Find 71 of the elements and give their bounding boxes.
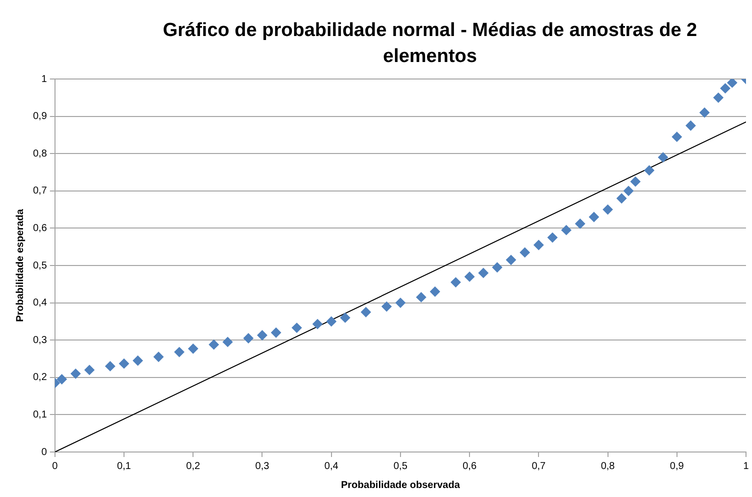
x-tick-label: 0,6 — [462, 460, 477, 472]
point — [119, 358, 130, 369]
point — [84, 364, 94, 375]
point — [658, 152, 668, 162]
point — [243, 333, 254, 344]
y-tick-label: 0,1 — [32, 409, 48, 420]
point — [534, 240, 544, 250]
y-tick-label: 0,4 — [32, 298, 48, 309]
y-axis-title: Probabilidade esperada — [14, 208, 26, 322]
chart-title: Gráfico de probabilidade normal - Médias de amostras de 2 elementos — [162, 19, 698, 69]
point — [727, 79, 738, 88]
point — [132, 356, 143, 366]
point — [416, 292, 426, 302]
point — [292, 322, 302, 333]
point — [56, 374, 67, 384]
point — [588, 212, 599, 222]
x-tick-label: 0,4 — [324, 460, 339, 472]
y-tick-label: 1 — [41, 74, 48, 85]
point — [360, 307, 371, 318]
point — [450, 277, 461, 288]
point — [686, 120, 696, 131]
point — [326, 316, 336, 326]
point — [616, 193, 627, 204]
point — [492, 262, 502, 272]
point — [644, 165, 654, 176]
x-tick-label: 0,5 — [394, 460, 408, 472]
y-tick-label: 0,5 — [32, 260, 48, 272]
y-tick-label: 0 — [41, 446, 48, 458]
point — [340, 312, 350, 323]
point — [520, 247, 530, 258]
point — [506, 254, 516, 265]
x-tick-label: 1 — [743, 460, 750, 472]
point — [547, 232, 558, 243]
point — [672, 132, 682, 142]
point — [720, 83, 730, 94]
point — [430, 286, 440, 297]
x-tick-label: 0 — [52, 460, 58, 472]
x-axis-title: Probabilidade observada — [340, 480, 460, 491]
point — [188, 344, 198, 354]
x-tick-label: 0,8 — [600, 460, 616, 472]
point — [561, 225, 572, 236]
y-tick-label: 0,8 — [32, 148, 48, 160]
point — [713, 92, 724, 103]
x-tick-label: 0,7 — [532, 460, 546, 472]
point — [271, 328, 282, 338]
point — [700, 108, 710, 118]
x-tick-label: 0,3 — [255, 460, 270, 472]
x-tick-label: 0,9 — [670, 460, 684, 472]
x-tick-label: 0,2 — [186, 460, 201, 472]
point — [395, 298, 406, 308]
point — [257, 330, 268, 340]
y-tick-label: 0,3 — [32, 334, 48, 346]
point — [602, 204, 613, 215]
y-tick-label: 0,9 — [32, 111, 48, 122]
point — [382, 302, 392, 312]
point — [208, 340, 219, 350]
point — [575, 218, 586, 229]
point — [630, 176, 640, 187]
x-tick-label: 0,1 — [117, 460, 132, 472]
point — [464, 272, 475, 282]
y-tick-label: 0,6 — [32, 222, 48, 234]
y-tick-label: 0,7 — [32, 186, 48, 197]
point — [105, 361, 116, 372]
point — [174, 347, 184, 358]
point — [624, 186, 634, 196]
point — [154, 352, 164, 362]
point — [478, 268, 488, 278]
point — [222, 336, 233, 347]
point — [312, 319, 323, 330]
y-tick-label: 0,2 — [32, 372, 48, 384]
point — [70, 368, 81, 379]
